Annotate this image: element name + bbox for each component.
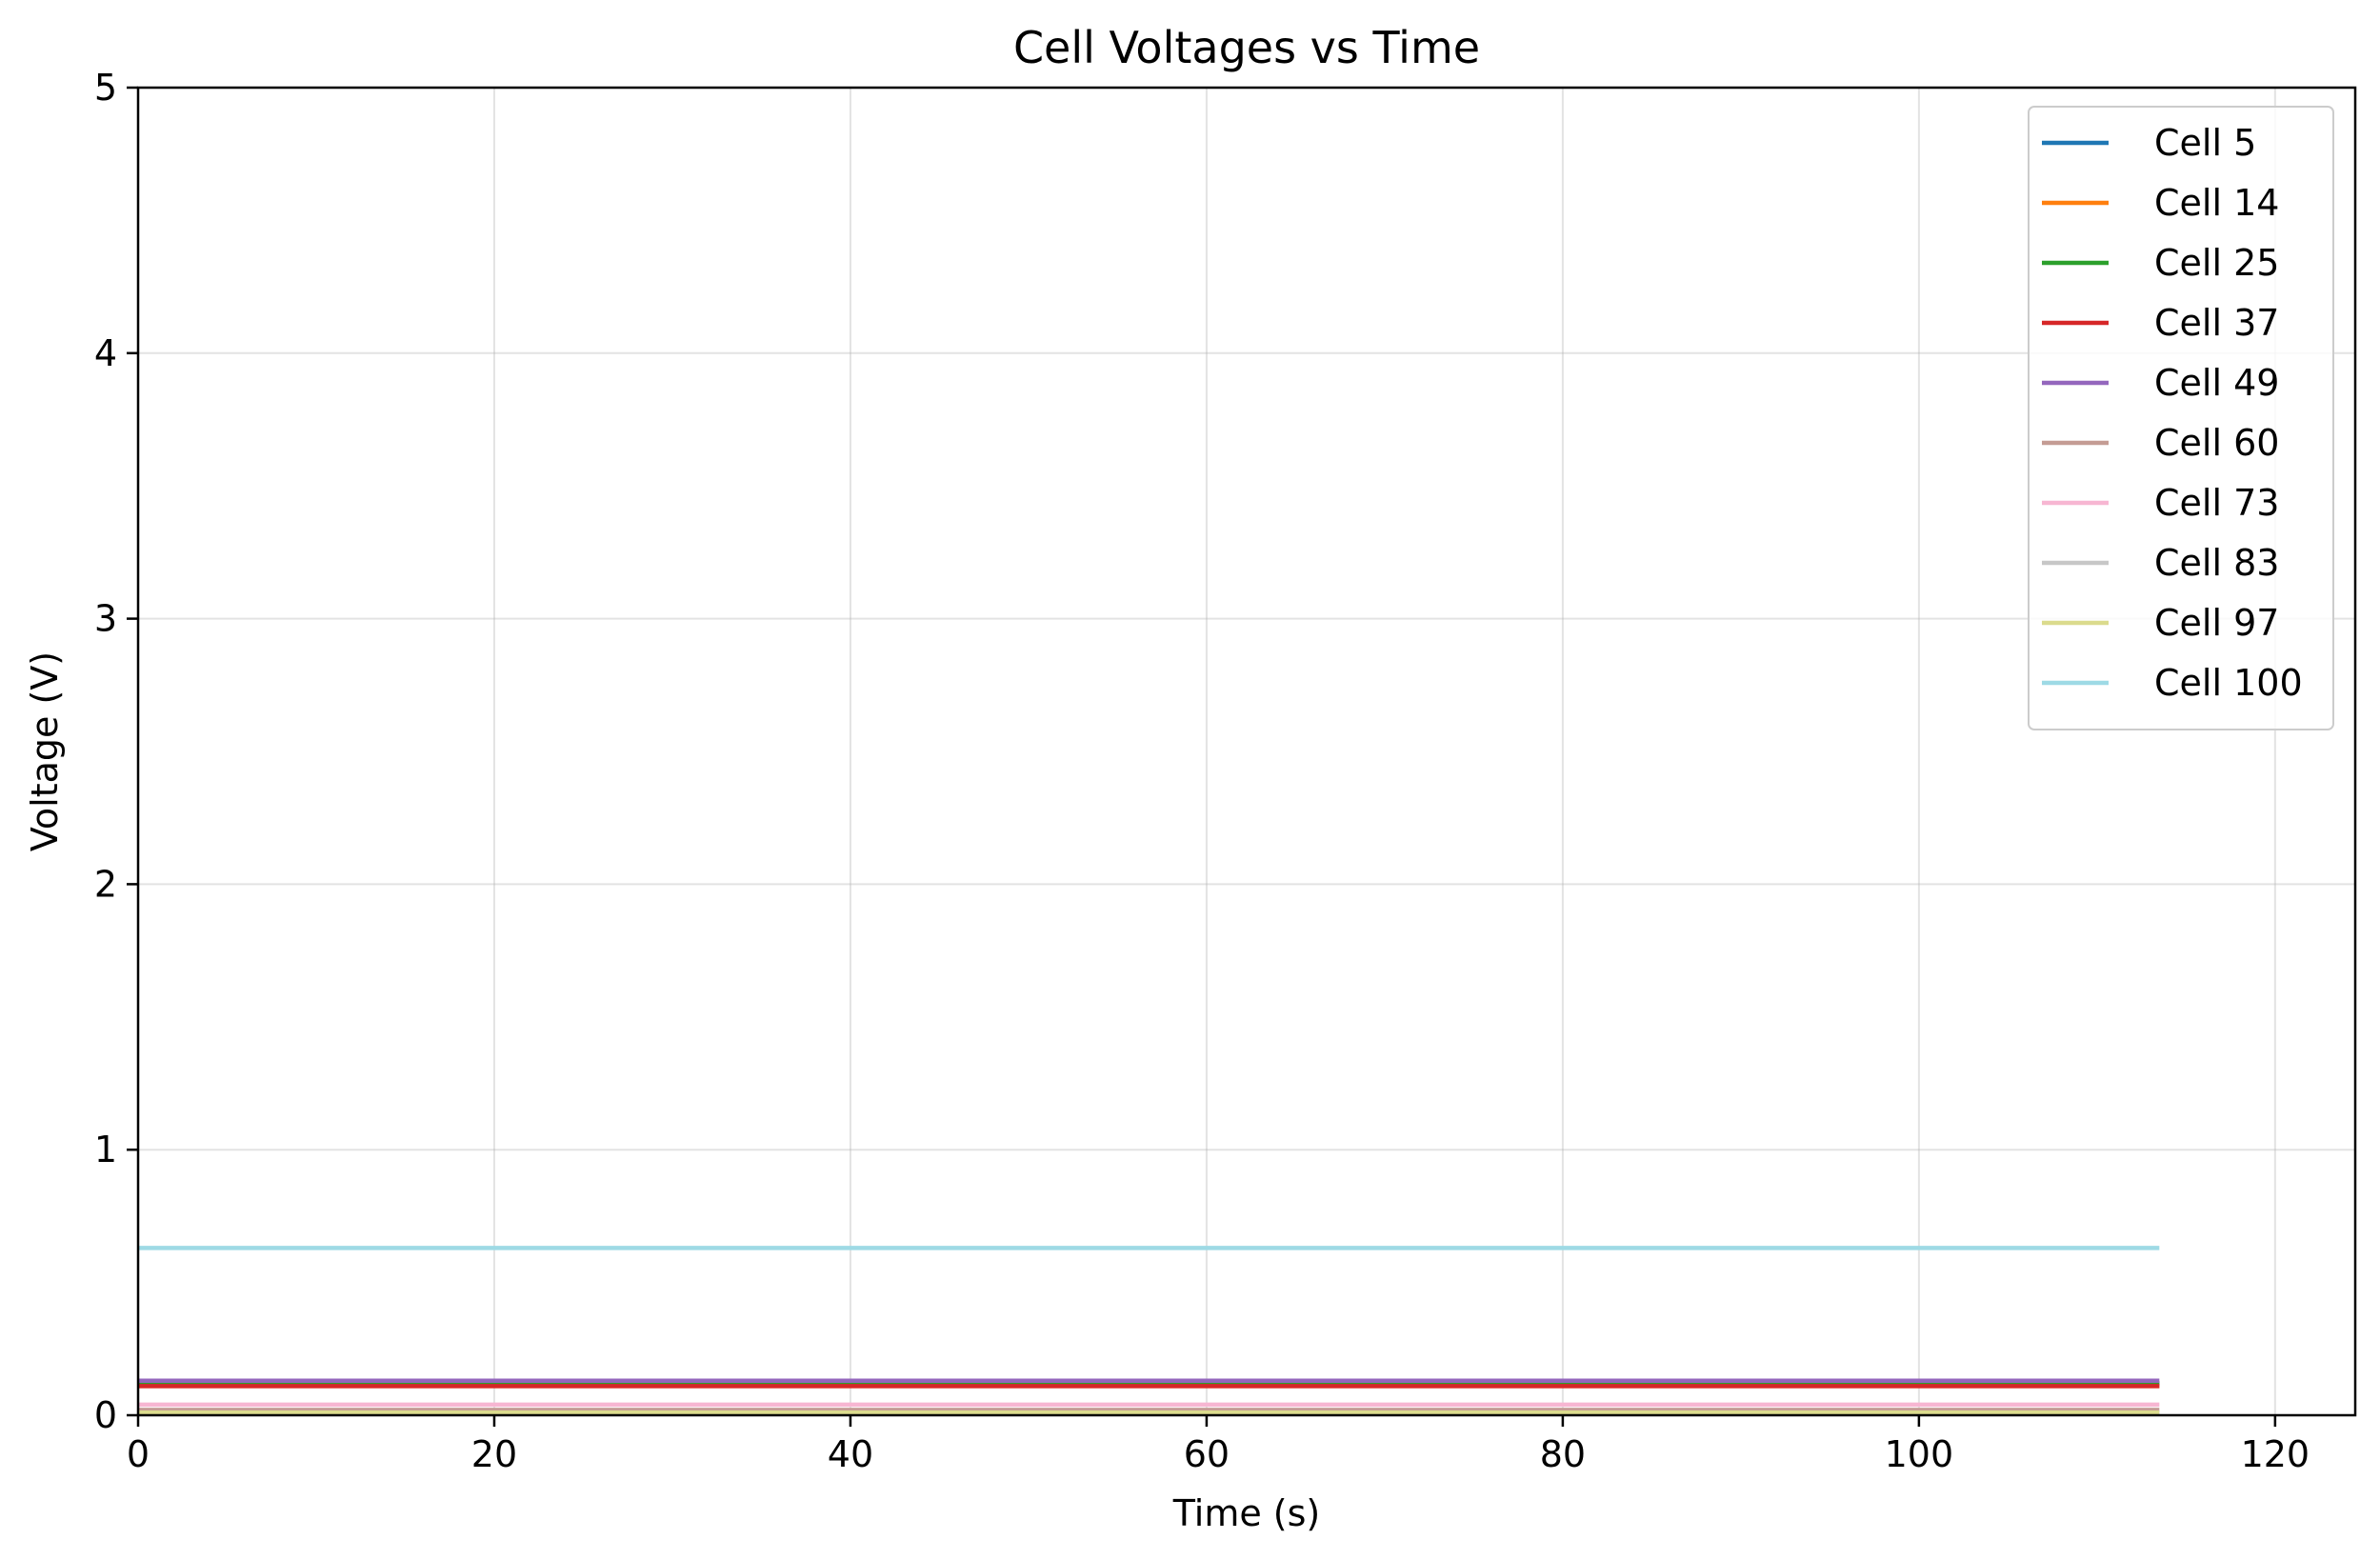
plot-area — [138, 88, 2355, 1415]
x-tick-label: 0 — [127, 1433, 150, 1475]
legend-label: Cell 60 — [2154, 422, 2279, 464]
legend-item: Cell 49 — [2042, 362, 2279, 404]
x-axis-title: Time (s) — [1172, 1492, 1321, 1534]
x-axis: 0 20 40 60 80 100 120 — [127, 1415, 2310, 1475]
y-tick-label: 4 — [94, 332, 117, 374]
legend-item: Cell 83 — [2042, 542, 2279, 584]
y-axis: 0 1 2 3 4 5 — [94, 67, 138, 1436]
series-lines — [138, 1246, 2160, 1415]
legend-item: Cell 25 — [2042, 242, 2279, 284]
legend-label: Cell 83 — [2154, 542, 2279, 584]
x-tick-label: 100 — [1885, 1433, 1954, 1475]
x-tick-label: 80 — [1540, 1433, 1586, 1475]
legend: Cell 5 Cell 14 Cell 25 Cell 37 Cell 49 Cell 6… — [2028, 106, 2334, 730]
x-tick-label: 120 — [2241, 1433, 2310, 1475]
legend-item: Cell 60 — [2042, 422, 2279, 464]
legend-label: Cell 25 — [2154, 242, 2279, 284]
legend-item: Cell 100 — [2042, 662, 2303, 704]
chart-title: Cell Voltages vs Time — [1013, 22, 1480, 73]
legend-item: Cell 73 — [2042, 482, 2279, 524]
x-tick-label: 40 — [828, 1433, 873, 1475]
legend-label: Cell 100 — [2154, 662, 2303, 704]
plot-frame — [136, 86, 2357, 1417]
legend-item: Cell 5 — [2042, 122, 2256, 164]
y-tick-label: 1 — [94, 1129, 117, 1170]
y-axis-title: Voltage (V) — [24, 651, 66, 851]
legend-label: Cell 5 — [2154, 122, 2256, 164]
y-tick-label: 3 — [94, 598, 117, 640]
legend-label: Cell 49 — [2154, 362, 2279, 404]
x-tick-label: 60 — [1184, 1433, 1230, 1475]
legend-item: Cell 37 — [2042, 302, 2279, 344]
legend-label: Cell 97 — [2154, 602, 2279, 644]
legend-label: Cell 37 — [2154, 302, 2279, 344]
x-tick-label: 20 — [471, 1433, 517, 1475]
legend-item: Cell 14 — [2042, 182, 2279, 224]
legend-label: Cell 73 — [2154, 482, 2279, 524]
y-tick-label: 0 — [94, 1394, 117, 1436]
y-tick-label: 2 — [94, 863, 117, 905]
legend-label: Cell 14 — [2154, 182, 2279, 224]
y-tick-label: 5 — [94, 67, 117, 109]
legend-item: Cell 97 — [2042, 602, 2279, 644]
